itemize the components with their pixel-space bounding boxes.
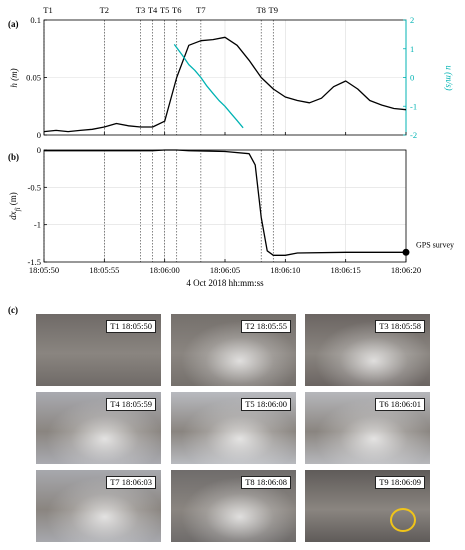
event-label: T9 <box>269 5 278 15</box>
event-label: T6 <box>172 5 181 15</box>
series-line-dx <box>44 149 406 256</box>
tick-label-x: 18:05:55 <box>89 265 119 275</box>
ylabel-sub: fi <box>14 207 22 211</box>
photo-label: T9 18:06:09 <box>375 476 425 489</box>
photo-label: T6 18:06:01 <box>375 398 425 411</box>
tick-label-y: -1.5 <box>28 257 41 267</box>
beach-photo: T1 18:05:50 <box>36 314 161 386</box>
event-label: T4 <box>148 5 158 15</box>
beach-photo: T9 18:06:09 <box>305 470 430 542</box>
tick-label-y: 0 <box>37 145 41 155</box>
event-label: T2 <box>100 5 109 15</box>
panel-c-label: (c) <box>8 305 18 315</box>
ylabel-left: h (m) <box>9 68 19 87</box>
panel-b: -1.5 -1 -0.5 0 18:05:50 18:05:55 18:06:00 18:06… <box>8 145 454 288</box>
ylabel-right: u (m/s) <box>444 65 454 90</box>
photo-label: T8 18:06:08 <box>241 476 291 489</box>
tick-label-y-right: 0 <box>410 73 414 83</box>
tick-label-y-right: 2 <box>410 15 414 25</box>
tick-label-y-left: 0 <box>37 130 41 140</box>
ylabel: dxfi (m) <box>8 192 22 220</box>
tick-label-y-right: 1 <box>410 44 414 54</box>
photo-label: T7 18:06:03 <box>106 476 156 489</box>
event-label: T3 <box>136 5 145 15</box>
event-label: T8 <box>256 5 265 15</box>
tick-label-x: 18:06:05 <box>210 265 240 275</box>
photo-label: T2 18:05:55 <box>241 320 291 333</box>
series-line-h <box>43 36 407 133</box>
tick-label-y: -0.5 <box>28 182 41 192</box>
panel-b-label: (b) <box>8 152 19 162</box>
tick-label-x: 18:06:20 <box>391 265 421 275</box>
xlabel: 4 Oct 2018 hh:mm:ss <box>186 278 264 288</box>
photo-label: T1 18:05:50 <box>106 320 156 333</box>
tick-label-y: -1 <box>34 220 41 230</box>
tick-label-x: 18:06:10 <box>270 265 300 275</box>
figure-canvas: T1 T2 T3 T4 T5 T6 T7 T8 T9 0 0.05 0.1 -2 -1 0 1 2 (a) h (m… <box>8 5 454 288</box>
photo-grid: T1 18:05:50 T2 18:05:55 T3 18:05:58 T4 18:0… <box>36 314 459 542</box>
tick-label-x: 18:06:00 <box>150 265 180 275</box>
tick-label-x: 18:05:50 <box>29 265 59 275</box>
beach-photo: T2 18:05:55 <box>171 314 296 386</box>
series-line-u <box>173 44 244 129</box>
ylabel-main: dx <box>8 211 18 220</box>
tick-label-y-right: -1 <box>410 101 417 111</box>
event-label: T1 <box>43 5 52 15</box>
beach-photo: T7 18:06:03 <box>36 470 161 542</box>
event-label: T7 <box>196 5 205 15</box>
tick-label-x: 18:06:15 <box>331 265 361 275</box>
tick-label-y-right: -2 <box>410 130 417 140</box>
panel-a: T1 T2 T3 T4 T5 T6 T7 T8 T9 0 0.05 0.1 -2 -1 0 1 2 (a) h (m… <box>8 5 454 140</box>
highlight-circle <box>390 508 416 532</box>
tick-label-y-left: 0.1 <box>30 15 41 25</box>
beach-photo: T3 18:05:58 <box>305 314 430 386</box>
beach-photo: T8 18:06:08 <box>171 470 296 542</box>
ylabel-unit: (m) <box>8 192 18 207</box>
beach-photo: T5 18:06:00 <box>171 392 296 464</box>
gps-survey-marker <box>402 248 410 256</box>
photo-label: T3 18:05:58 <box>375 320 425 333</box>
beach-photo: T4 18:05:59 <box>36 392 161 464</box>
beach-photo: T6 18:06:01 <box>305 392 430 464</box>
photo-label: T4 18:05:59 <box>106 398 156 411</box>
tick-label-y-left: 0.05 <box>26 73 41 83</box>
event-label: T5 <box>160 5 169 15</box>
photo-label: T5 18:06:00 <box>241 398 291 411</box>
panel-a-label: (a) <box>8 19 19 29</box>
gps-survey-label: GPS survey <box>416 240 454 249</box>
